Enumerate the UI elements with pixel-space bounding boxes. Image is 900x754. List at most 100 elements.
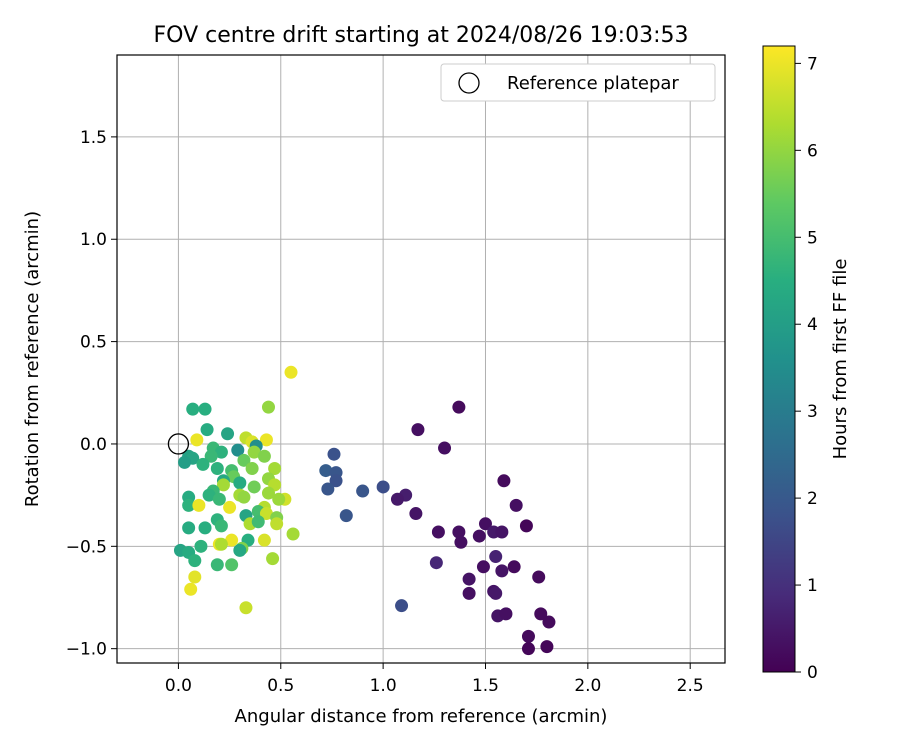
- data-point: [507, 560, 521, 574]
- colorbar: 0 1 2 3 4 5 6 7 Hours from first FF file: [762, 45, 851, 683]
- data-point: [509, 498, 523, 512]
- plot-frame: [116, 54, 726, 664]
- data-point: [495, 525, 509, 539]
- data-point: [182, 498, 196, 512]
- data-point: [225, 558, 239, 572]
- y-tick-label: −1.0: [66, 640, 107, 660]
- data-point: [237, 490, 251, 504]
- data-point: [261, 486, 275, 500]
- data-point: [272, 492, 286, 506]
- colorbar-tick-label: 3: [807, 402, 818, 422]
- data-point: [266, 552, 280, 566]
- data-point: [233, 476, 247, 490]
- data-point: [233, 543, 247, 557]
- data-point: [495, 564, 509, 578]
- data-point: [237, 453, 251, 467]
- legend-box: [440, 63, 716, 102]
- data-point: [519, 519, 533, 533]
- data-point: [327, 447, 341, 461]
- data-point: [431, 525, 445, 539]
- data-point: [204, 449, 218, 463]
- data-point: [521, 629, 535, 643]
- chart-title: FOV centre drift starting at 2024/08/26 …: [154, 23, 689, 48]
- data-point: [247, 445, 261, 459]
- data-point: [329, 474, 343, 488]
- data-point: [376, 480, 390, 494]
- data-point: [225, 533, 239, 547]
- data-point: [210, 558, 224, 572]
- data-point: [257, 449, 271, 463]
- colorbar-tick-label: 6: [807, 141, 818, 161]
- data-point: [214, 445, 228, 459]
- data-point: [268, 462, 282, 476]
- data-point: [214, 537, 228, 551]
- data-point: [532, 570, 546, 584]
- data-point: [259, 507, 273, 521]
- y-tick-label: −0.5: [66, 537, 107, 557]
- data-point: [489, 586, 503, 600]
- y-tick-label: 1.5: [80, 128, 107, 148]
- legend: Reference platepar: [440, 63, 716, 102]
- data-point: [497, 474, 511, 488]
- data-points: [173, 365, 556, 656]
- data-point: [247, 480, 261, 494]
- data-point: [261, 400, 275, 414]
- x-tick-label: 2.5: [677, 676, 704, 696]
- y-tick-label: 0.0: [80, 435, 107, 455]
- data-point: [319, 464, 333, 478]
- data-point: [223, 500, 237, 514]
- data-point: [390, 492, 404, 506]
- colorbar-ticks: 0 1 2 3 4 5 6 7: [795, 54, 818, 683]
- data-point: [452, 525, 466, 539]
- data-point: [489, 550, 503, 564]
- x-tick-label: 0.5: [267, 676, 294, 696]
- y-axis-ticks: −1.0 −0.5 0.0 0.5 1.0 1.5: [66, 128, 117, 660]
- data-point: [462, 586, 476, 600]
- x-tick-label: 2.0: [574, 676, 601, 696]
- data-point: [184, 582, 198, 596]
- data-point: [259, 433, 273, 447]
- reference-marker: [167, 433, 190, 455]
- colorbar-gradient: [762, 45, 796, 673]
- data-point: [499, 607, 513, 621]
- x-tick-label: 0.0: [165, 676, 192, 696]
- x-axis-ticks: 0.0 0.5 1.0 1.5 2.0 2.5: [165, 663, 704, 696]
- data-point: [200, 423, 214, 437]
- data-point: [257, 533, 271, 547]
- data-point: [198, 521, 212, 535]
- data-point: [212, 492, 226, 506]
- y-tick-label: 0.5: [80, 333, 107, 353]
- data-point: [182, 521, 196, 535]
- grid: [117, 55, 725, 663]
- data-point: [472, 529, 486, 543]
- colorbar-tick-label: 7: [807, 54, 818, 74]
- data-point: [534, 607, 548, 621]
- data-point: [395, 599, 409, 613]
- legend-marker: [458, 72, 480, 94]
- data-point: [239, 601, 253, 615]
- data-point: [270, 517, 284, 531]
- reference-marker-layer: [167, 433, 190, 455]
- data-point: [476, 560, 490, 574]
- data-point: [409, 507, 423, 521]
- data-point: [192, 498, 206, 512]
- data-point: [198, 402, 212, 416]
- data-point: [221, 427, 235, 441]
- data-point: [429, 556, 443, 570]
- colorbar-tick-label: 0: [807, 663, 818, 683]
- y-tick-label: 1.0: [80, 230, 107, 250]
- colorbar-tick-label: 5: [807, 228, 818, 248]
- data-point: [478, 517, 492, 531]
- x-tick-label: 1.0: [370, 676, 397, 696]
- data-point: [245, 462, 259, 476]
- data-point: [210, 462, 224, 476]
- y-axis-label: Rotation from reference (arcmin): [22, 211, 43, 507]
- data-point: [542, 615, 556, 629]
- data-point: [216, 478, 230, 492]
- data-point: [231, 443, 245, 457]
- data-point: [196, 457, 210, 471]
- data-point: [188, 570, 202, 584]
- colorbar-tick-label: 1: [807, 576, 818, 596]
